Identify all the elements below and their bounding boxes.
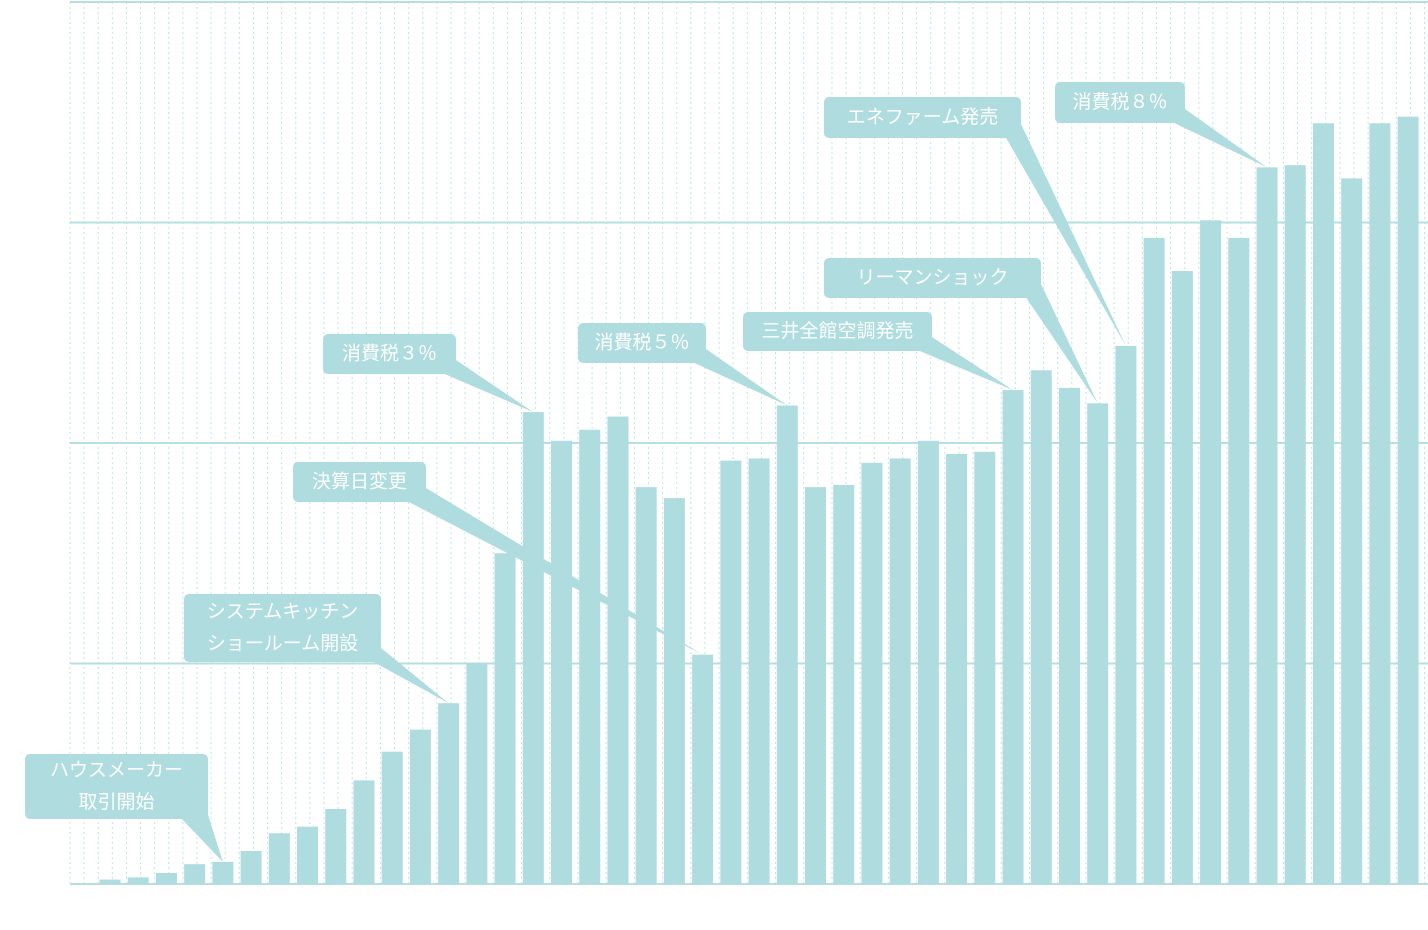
bar: [1228, 237, 1250, 884]
bar: [805, 487, 826, 884]
annotation-text: 取引開始: [78, 791, 154, 813]
bar: [1200, 220, 1222, 885]
bar: [720, 460, 742, 884]
bar: [409, 729, 431, 884]
callout-pointer: [1005, 124, 1126, 346]
annotation-text: 決算日変更: [312, 471, 407, 493]
bar: [325, 809, 347, 884]
callout-box: [1055, 82, 1185, 123]
callout-box: [743, 312, 932, 351]
bar: [1030, 370, 1052, 884]
annotation-text: 三井全館空調発売: [761, 320, 913, 342]
bar: [861, 462, 883, 884]
bar: [889, 458, 911, 884]
callout-pointer: [1025, 284, 1098, 404]
callout-box: [25, 754, 208, 819]
callout-box: [293, 462, 426, 502]
annotation-text: 消費税８％: [1072, 91, 1167, 113]
annotation-text: ショールーム開設: [207, 633, 358, 655]
callout-box: [323, 334, 456, 374]
bar: [268, 833, 290, 884]
callout-box: [824, 97, 1021, 138]
bar: [381, 751, 403, 884]
bar: [1312, 123, 1334, 884]
annotation-text: 消費税５％: [594, 332, 689, 354]
bar: [438, 703, 460, 884]
bar: [946, 454, 968, 884]
bar: [1058, 387, 1080, 884]
callout-pointer: [440, 360, 534, 413]
bar: [635, 487, 657, 884]
annotation-text: リーマンショック: [856, 267, 1008, 289]
bar: [579, 429, 601, 884]
callout-box: [578, 323, 706, 363]
bar: [1256, 167, 1278, 884]
bar: [1087, 403, 1109, 884]
bar: [1002, 390, 1024, 884]
bar: [99, 879, 121, 884]
bar: [833, 484, 855, 884]
callout-pointer: [690, 349, 788, 406]
callout-pointer: [370, 648, 449, 704]
bar: [494, 553, 516, 884]
callout-pointer: [1170, 109, 1268, 168]
bar: [127, 877, 149, 884]
bar: [522, 412, 544, 884]
bar: [353, 780, 375, 884]
callout-pointer: [180, 805, 223, 862]
bar: [212, 861, 234, 884]
bar: [240, 850, 262, 884]
bar: [551, 440, 573, 884]
bar: [607, 416, 629, 884]
bar: [297, 826, 319, 884]
bar: [917, 440, 939, 884]
bar: [1171, 271, 1193, 884]
bar: [184, 864, 206, 884]
callout-box: [184, 594, 381, 662]
bar: [1341, 178, 1363, 884]
annotation-text: エネファーム発売: [847, 106, 998, 128]
bar: [1369, 123, 1391, 884]
bar: [692, 654, 714, 884]
bar: [663, 498, 685, 884]
callout-pointer: [915, 337, 1014, 391]
bar: [776, 405, 798, 884]
callout-box: [824, 258, 1041, 298]
bar: [1284, 165, 1306, 885]
annotation-text: 消費税３％: [342, 343, 437, 365]
bar: [466, 663, 488, 884]
bar: [974, 451, 996, 884]
bar: [155, 872, 177, 884]
annotation-text: システムキッチン: [207, 601, 358, 623]
callout-pointer: [405, 488, 703, 655]
bar: [748, 458, 770, 884]
bar: [1115, 345, 1137, 885]
bar: [1397, 116, 1419, 884]
annotation-text: ハウスメーカー: [50, 759, 183, 781]
bar: [1143, 237, 1165, 884]
